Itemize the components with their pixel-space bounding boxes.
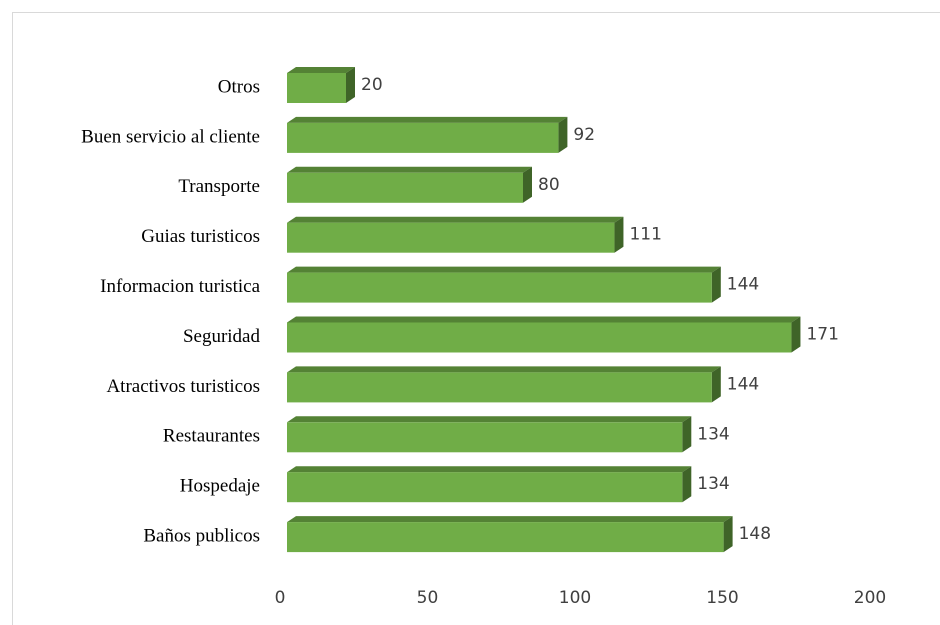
y-tick-label: Baños publicos (143, 525, 260, 546)
y-tick-label: Transporte (178, 176, 260, 197)
bar-side (723, 516, 733, 553)
bar-side (682, 416, 692, 453)
bar-front (287, 522, 724, 553)
x-tick-label: 200 (854, 588, 886, 608)
y-tick-label: Atractivos turisticos (106, 376, 260, 397)
bar (287, 266, 721, 303)
data-label: 80 (538, 175, 560, 195)
bar-side (558, 116, 568, 153)
bar-front (287, 73, 346, 103)
bar-top (287, 116, 568, 123)
y-tick-label: Seguridad (183, 326, 261, 347)
bar-front (287, 322, 792, 353)
bar (287, 416, 692, 453)
bar (287, 466, 692, 503)
bar-side (614, 216, 624, 253)
bar (287, 216, 624, 253)
y-tick-label: Buen servicio al cliente (81, 126, 260, 147)
data-label: 92 (573, 125, 595, 145)
bar-top (287, 216, 624, 223)
bar-side (791, 316, 801, 353)
bar-side (711, 266, 721, 303)
bar (287, 366, 721, 403)
bar-front (287, 472, 683, 503)
data-label: 144 (727, 275, 759, 295)
bar (287, 166, 532, 203)
data-label: 111 (629, 225, 661, 245)
bar-side (523, 166, 532, 203)
bar-front (287, 272, 712, 303)
bar (287, 316, 801, 353)
y-tick-label: Restaurantes (163, 426, 260, 447)
bar-side (682, 466, 692, 503)
data-label: 144 (727, 374, 759, 394)
bar-front (287, 122, 559, 153)
bar-top (287, 266, 721, 273)
bar-top (287, 366, 721, 373)
x-tick-label: 50 (417, 588, 439, 608)
bar-top (287, 416, 692, 423)
y-tick-label: Otros (218, 76, 260, 97)
bar (287, 516, 733, 553)
data-label: 20 (361, 75, 383, 95)
data-label: 134 (697, 474, 729, 494)
bar (287, 116, 568, 153)
y-tick-label: Guias turisticos (141, 226, 260, 247)
bar-top (287, 466, 692, 473)
bar-front (287, 422, 683, 453)
data-label: 134 (697, 424, 729, 444)
bar-top (287, 316, 801, 323)
bar-side (346, 67, 355, 103)
bar-top (287, 516, 733, 523)
data-label: 171 (806, 325, 838, 345)
bar-front (287, 222, 615, 253)
y-tick-label: Informacion turistica (100, 276, 260, 297)
x-tick-label: 0 (275, 588, 286, 608)
bar-front (287, 172, 523, 203)
x-tick-label: 100 (559, 588, 591, 608)
bar (287, 67, 355, 103)
data-label: 148 (739, 524, 771, 544)
bar-top (287, 166, 532, 173)
y-tick-label: Hospedaje (180, 476, 260, 497)
bar-front (287, 372, 712, 403)
x-tick-label: 150 (706, 588, 738, 608)
bar-top (287, 67, 355, 73)
bar-side (711, 366, 721, 403)
